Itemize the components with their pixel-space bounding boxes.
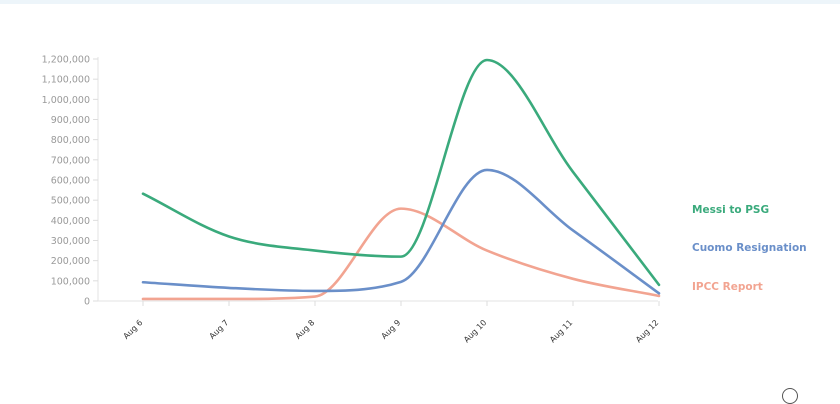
y-tick-label: 300,000 — [51, 236, 90, 247]
x-tick-label: Aug 9 — [380, 318, 403, 341]
y-tick-label: 700,000 — [51, 155, 90, 166]
x-tick-label: Aug 8 — [294, 318, 317, 341]
legend: Messi to PSG Cuomo Resignation IPCC Report — [692, 204, 807, 293]
series-line — [141, 207, 661, 301]
x-tick-label: Aug 12 — [634, 318, 660, 344]
y-tick-label: 900,000 — [51, 115, 90, 126]
y-tick-label: 400,000 — [51, 216, 90, 227]
y-tick-label: 200,000 — [51, 256, 90, 267]
y-tick-label: 0 — [84, 297, 90, 308]
x-tick-label: Aug 10 — [462, 318, 488, 344]
legend-label: Cuomo Resignation — [692, 242, 807, 254]
legend-label: IPCC Report — [692, 281, 763, 293]
x-tick-label: Aug 11 — [548, 318, 574, 344]
x-tick-label: Aug 7 — [208, 318, 231, 341]
series-lines — [141, 58, 661, 301]
series-line — [141, 168, 661, 295]
x-axis: Aug 6 Aug 7 Aug 8 Aug 9 Aug 10 Aug 11 Aug 12 — [98, 300, 660, 344]
x-tick-label: Aug 6 — [122, 318, 145, 341]
y-axis: 0 100,000 200,000 300,000 400,000 500,000 600,… — [42, 55, 99, 308]
y-tick-label: 1,000,000 — [42, 95, 90, 106]
legend-label: Messi to PSG — [692, 204, 769, 216]
top-strip — [0, 0, 840, 4]
y-tick-label: 1,100,000 — [42, 75, 90, 86]
series-line — [141, 58, 661, 287]
y-tick-label: 800,000 — [51, 135, 90, 146]
y-tick-label: 600,000 — [51, 176, 90, 187]
y-tick-label: 1,200,000 — [42, 55, 90, 66]
y-tick-label: 100,000 — [51, 276, 90, 287]
logo-icon — [782, 388, 798, 404]
y-tick-label: 500,000 — [51, 196, 90, 207]
